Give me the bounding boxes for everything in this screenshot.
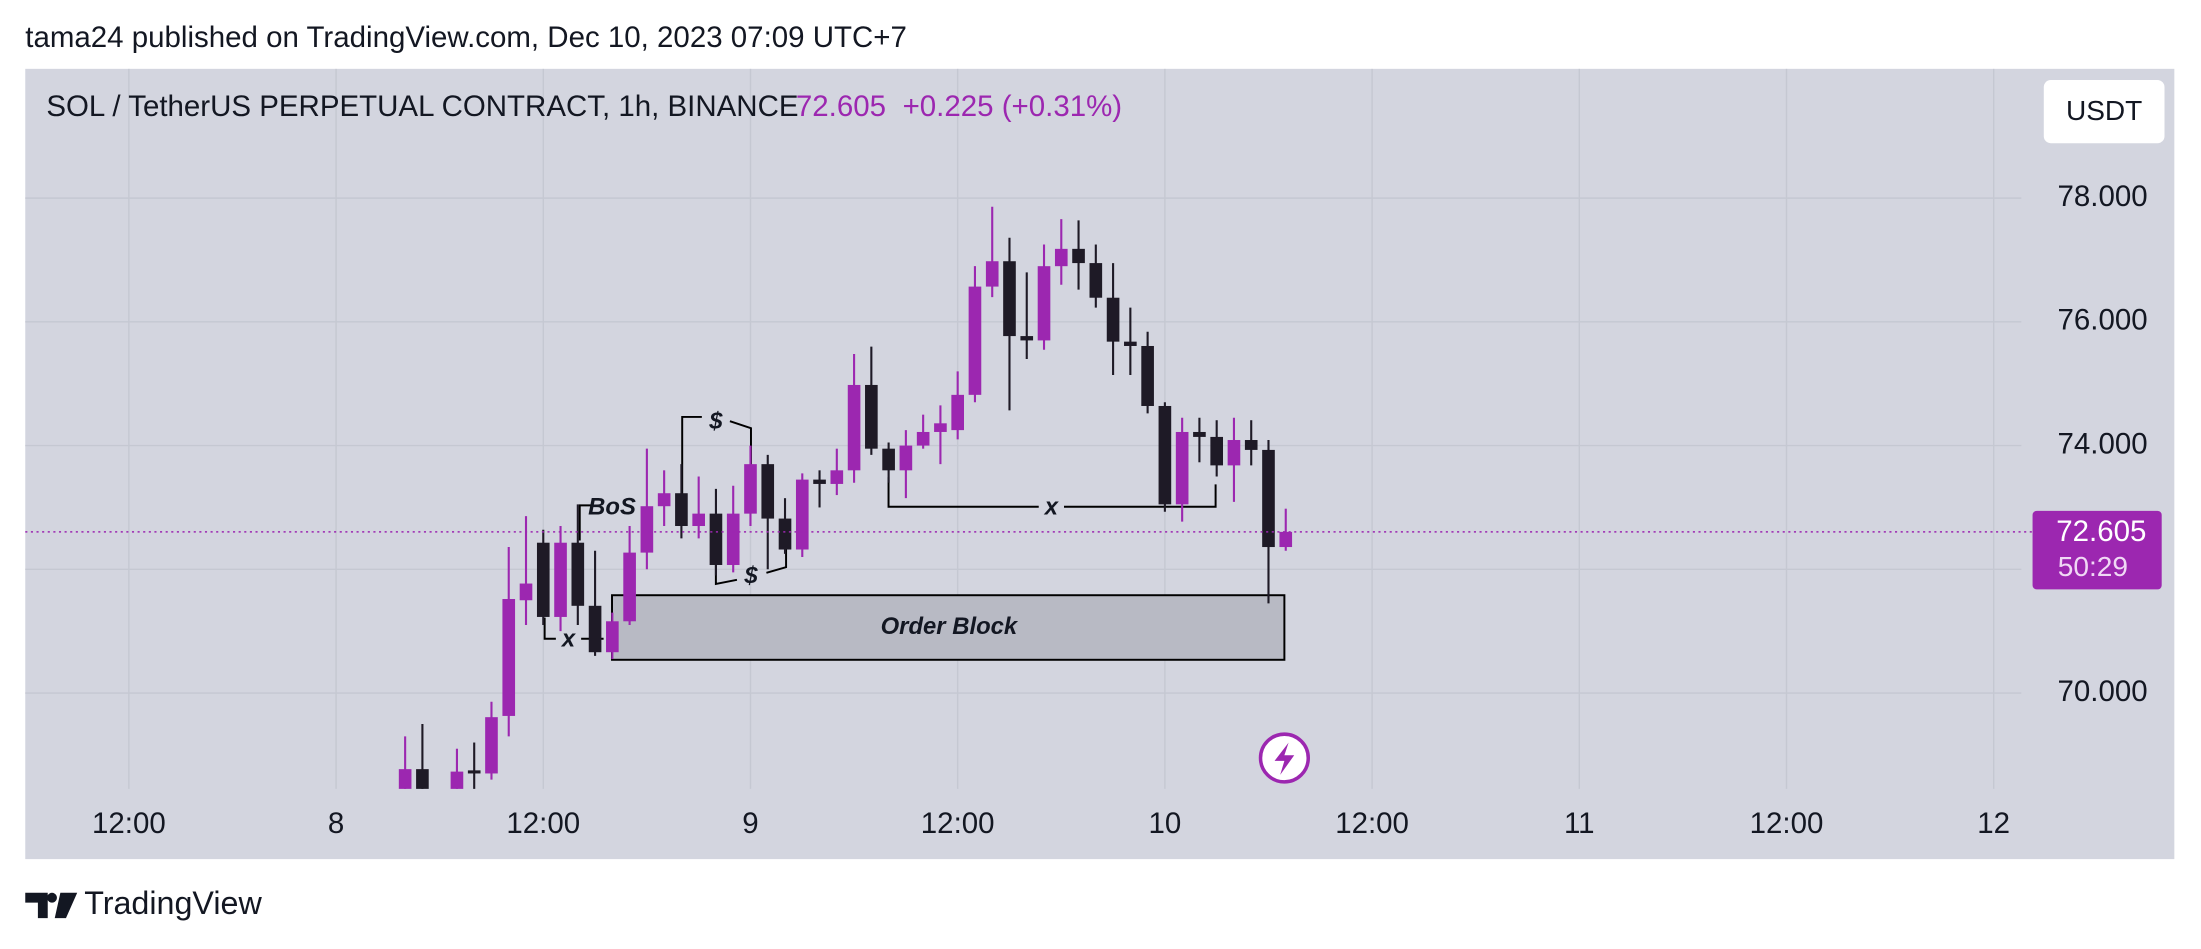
candle-body	[398, 769, 412, 789]
symbol-title: SOL / TetherUS PERPETUAL CONTRACT, 1h, B…	[46, 90, 798, 123]
annotation: x	[560, 625, 577, 652]
y-tick-label: 70.000	[2058, 675, 2148, 708]
candle-body	[830, 470, 844, 484]
x-tick-label: 12:00	[1335, 807, 1409, 840]
candle-body	[916, 431, 930, 446]
candle-body	[502, 599, 516, 716]
candle-body	[1262, 449, 1275, 548]
candle-body	[761, 464, 775, 519]
annotation: Order Block	[881, 613, 1019, 640]
candle-body	[675, 493, 688, 527]
candle-body	[1175, 431, 1189, 505]
x-tick-label: 8	[328, 807, 344, 840]
candle-body	[1244, 440, 1258, 450]
alert-bolt	[1274, 742, 1295, 775]
currency-button[interactable]	[2043, 80, 2165, 144]
bos-line	[578, 504, 591, 541]
x-tick-label: 12:00	[921, 807, 995, 840]
candle-body	[951, 394, 964, 431]
candle-body	[709, 513, 723, 565]
candle-body	[1193, 431, 1206, 437]
candle-body	[571, 542, 585, 606]
candle-body	[899, 445, 913, 471]
candle-body	[934, 423, 947, 432]
candle-body	[1279, 531, 1293, 548]
candle-body	[1158, 405, 1172, 505]
candle-body	[1072, 248, 1085, 264]
candle-body	[1227, 440, 1241, 466]
byline: tama24 published on TradingView.com, Dec…	[25, 21, 907, 54]
chart-panel	[25, 68, 2175, 860]
candle-body	[519, 583, 533, 601]
candle-body	[778, 518, 792, 550]
candle-body	[485, 717, 498, 774]
x-tick-label: 11	[1564, 807, 1595, 840]
header-price: 72.605	[796, 90, 886, 123]
candle-body	[985, 261, 999, 287]
candle-body	[657, 493, 671, 507]
header-change: +0.225 (+0.31%)	[903, 90, 1123, 123]
last-price-label: 72.605	[2056, 515, 2146, 548]
candle-body	[640, 506, 654, 553]
annotation: $	[743, 562, 758, 589]
y-tick-label: 74.000	[2058, 427, 2148, 460]
candles	[398, 206, 1293, 789]
x-line-right	[887, 477, 1217, 508]
x-tick-label: 12:00	[1750, 807, 1824, 840]
candle-body	[1106, 297, 1120, 342]
candle-body	[1124, 341, 1137, 346]
grid	[25, 68, 2022, 789]
candle-body	[865, 384, 878, 449]
annotation: x	[1043, 493, 1060, 520]
candle-body	[467, 770, 481, 774]
candle-body	[606, 621, 619, 653]
countdown-label: 50:29	[2058, 551, 2128, 582]
x-tick-label: 12	[1977, 807, 2010, 840]
candle-body	[968, 286, 982, 395]
x-tick-label: 12:00	[92, 807, 166, 840]
candle-body	[1089, 263, 1103, 298]
annotation: $	[708, 408, 723, 435]
currency-label[interactable]: USDT	[2066, 95, 2142, 126]
candle-body	[692, 513, 705, 527]
x-tick-label: 12:00	[506, 807, 580, 840]
y-tick-label: 78.000	[2058, 180, 2148, 213]
candle-body	[1037, 266, 1051, 341]
candle-body	[882, 448, 895, 471]
candle-body	[416, 769, 429, 789]
candle-body	[1141, 345, 1154, 406]
candle-body	[1054, 248, 1068, 267]
annotations	[543, 415, 1286, 661]
candle-body	[813, 479, 826, 484]
candle-body	[450, 771, 464, 789]
candle-body	[1020, 336, 1034, 341]
candle-body	[1210, 436, 1224, 466]
y-tick-label: 76.000	[2058, 304, 2148, 337]
candle-body	[795, 479, 809, 550]
candle-body	[554, 542, 567, 617]
last-price-box	[2032, 510, 2162, 590]
brand-logo	[25, 892, 78, 919]
candle-body	[744, 464, 757, 514]
x-tick-label: 9	[742, 807, 758, 840]
annotation: BoS	[588, 493, 636, 520]
candle-body	[726, 513, 740, 565]
brand: TradingView	[84, 885, 262, 921]
candle-body	[1003, 261, 1016, 337]
candle-body	[623, 552, 636, 622]
candle-body	[536, 542, 550, 617]
candle-body	[588, 605, 602, 653]
candle-body	[847, 384, 861, 471]
x-tick-label: 10	[1148, 807, 1181, 840]
